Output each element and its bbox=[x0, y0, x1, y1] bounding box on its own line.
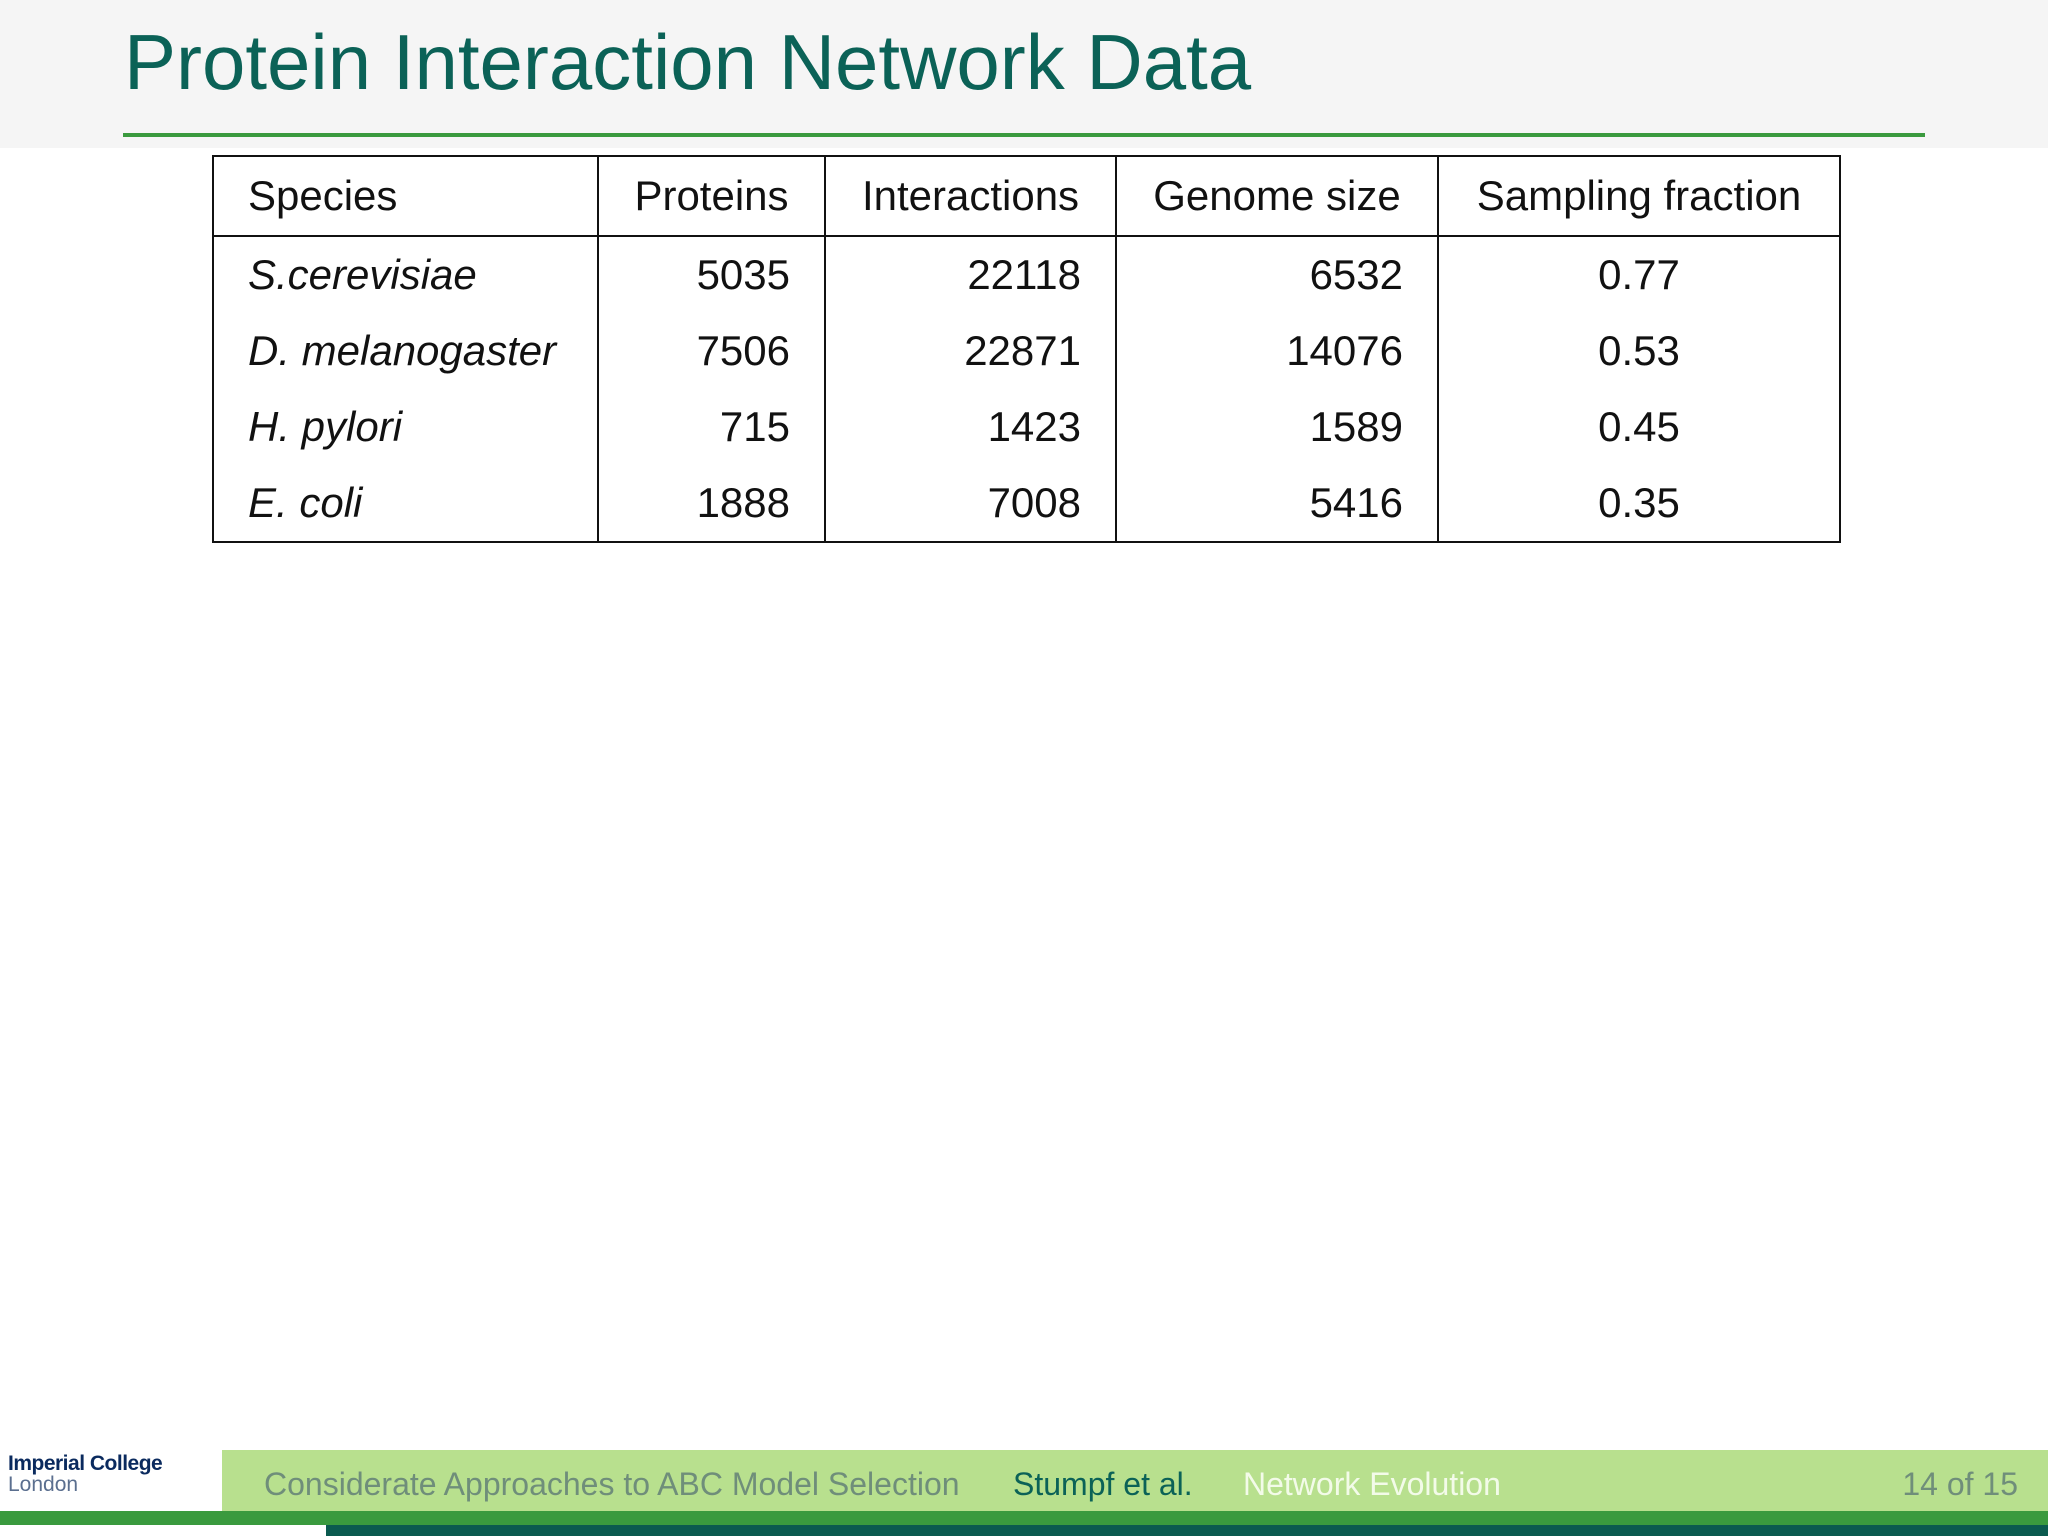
bottom-stripe-dark-green bbox=[326, 1525, 2048, 1536]
species-cell: H. pylori bbox=[212, 389, 599, 465]
bottom-stripe-green bbox=[0, 1511, 2048, 1525]
header-proteins: Proteins bbox=[597, 156, 826, 236]
sampling-fraction-cell: 0.35 bbox=[1437, 465, 1841, 542]
footer-section: Network Evolution bbox=[1243, 1466, 1501, 1502]
footer-author: Stumpf et al. bbox=[1013, 1466, 1193, 1502]
header-interactions: Interactions bbox=[824, 156, 1117, 236]
interactions-cell: 1423 bbox=[824, 389, 1117, 465]
proteins-cell: 715 bbox=[597, 389, 826, 465]
protein-network-table: Species Proteins Interactions Genome siz… bbox=[212, 155, 1841, 543]
logo-line-2: London bbox=[8, 1473, 79, 1496]
slide-title: Protein Interaction Network Data bbox=[124, 18, 1252, 106]
table-header-row: Species Proteins Interactions Genome siz… bbox=[212, 156, 1841, 236]
genome-size-cell: 5416 bbox=[1115, 465, 1439, 542]
table-row: D. melanogaster 7506 22871 14076 0.53 bbox=[212, 313, 1841, 389]
title-bar: Protein Interaction Network Data bbox=[0, 0, 2048, 148]
table-row: S.cerevisiae 5035 22118 6532 0.77 bbox=[212, 236, 1841, 313]
title-underline bbox=[123, 133, 1925, 137]
sampling-fraction-cell: 0.77 bbox=[1437, 236, 1841, 313]
genome-size-cell: 6532 bbox=[1115, 236, 1439, 313]
sampling-fraction-cell: 0.53 bbox=[1437, 313, 1841, 389]
table-row: H. pylori 715 1423 1589 0.45 bbox=[212, 389, 1841, 465]
interactions-cell: 22118 bbox=[824, 236, 1117, 313]
footer-talk-title: Considerate Approaches to ABC Model Sele… bbox=[264, 1466, 960, 1502]
bottom-stripe-blank bbox=[0, 1525, 326, 1536]
species-cell: S.cerevisiae bbox=[212, 236, 599, 313]
header-species: Species bbox=[212, 156, 599, 236]
sampling-fraction-cell: 0.45 bbox=[1437, 389, 1841, 465]
species-cell: E. coli bbox=[212, 465, 599, 542]
proteins-cell: 7506 bbox=[597, 313, 826, 389]
table-row: E. coli 1888 7008 5416 0.35 bbox=[212, 465, 1841, 542]
logo-line-1: Imperial College bbox=[8, 1452, 163, 1475]
genome-size-cell: 1589 bbox=[1115, 389, 1439, 465]
header-sampling-fraction: Sampling fraction bbox=[1437, 156, 1841, 236]
header-genome-size: Genome size bbox=[1115, 156, 1439, 236]
footer-bar bbox=[222, 1450, 2048, 1511]
imperial-college-logo: Imperial College London bbox=[8, 1453, 208, 1499]
proteins-cell: 1888 bbox=[597, 465, 826, 542]
species-cell: D. melanogaster bbox=[212, 313, 599, 389]
genome-size-cell: 14076 bbox=[1115, 313, 1439, 389]
proteins-cell: 5035 bbox=[597, 236, 826, 313]
interactions-cell: 7008 bbox=[824, 465, 1117, 542]
interactions-cell: 22871 bbox=[824, 313, 1117, 389]
footer-page-number: 14 of 15 bbox=[1902, 1466, 2018, 1502]
